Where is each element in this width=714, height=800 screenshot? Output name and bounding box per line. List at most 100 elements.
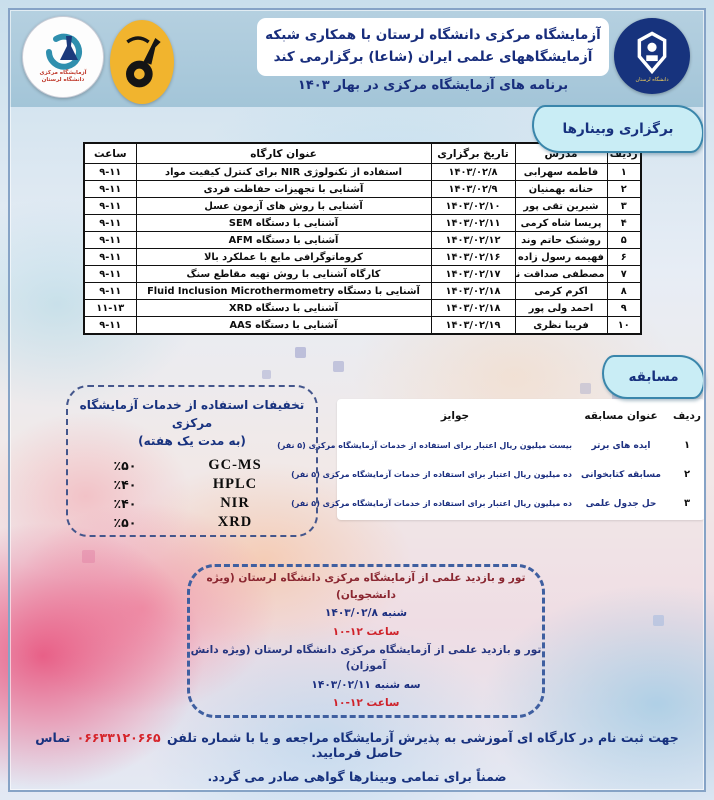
- table-row: ۱ فاطمه سهرابی ۱۴۰۳/۰۲/۸ استفاده از تکنولوژ…: [83, 163, 642, 181]
- discount-equipment-name: HPLC: [212, 476, 258, 492]
- discount-row: XRD ٪۵۰: [68, 513, 316, 532]
- table-cell: آشنایی با روش های آزمون عسل: [135, 197, 432, 215]
- table-cell: ۹: [606, 299, 642, 317]
- table-cell: ۵: [606, 231, 642, 249]
- table-cell: مصطفی صداقت نیا: [514, 265, 608, 283]
- table-row: ۲ حنانه بهمنیان ۱۴۰۳/۰۲/۹ آشنایی با تجهیزات…: [83, 180, 642, 198]
- table-row: ۸ اکرم کرمی ۱۴۰۳/۰۲/۱۸ آشنایی با دستگاه Flu…: [83, 282, 642, 300]
- table-row: ۲ مسابقه کتابخوانی ده میلیون ریال اعتبار ب…: [291, 460, 705, 489]
- competition-table: ردیف عنوان مسابقه جوایز ۱ ایده های برتر بیست …: [277, 401, 705, 518]
- table-cell: حل جدول علمی: [585, 498, 657, 509]
- university-emblem-icon: [637, 30, 667, 74]
- discount-percent: ٪۴۰: [113, 477, 137, 492]
- table-cell: استفاده از تکنولوژی NIR برای کنترل کیفیت…: [135, 163, 432, 181]
- poster-title-line1: آزمایشگاه مرکزی دانشگاه لرستان با همکاری…: [265, 27, 601, 44]
- discount-row: GC-MS ٪۵۰: [68, 456, 316, 475]
- table-cell: ۱۴۰۳/۰۲/۹: [430, 180, 516, 198]
- column-header: عنوان مسابقه: [584, 410, 658, 422]
- table-cell: ۲: [683, 469, 691, 480]
- discount-list: GC-MS ٪۵۰ HPLC ٪۴۰ NIR ٪۴۰ XRD ٪۵۰: [68, 456, 316, 532]
- tour-list: تور و بازدید علمی از آزمایشگاه مرکزی دان…: [190, 570, 542, 711]
- discount-percent: ٪۵۰: [113, 458, 137, 473]
- table-row: ۶ فهیمه رسول زاده ۱۴۰۳/۰۲/۱۶ کروماتوگرافی م…: [83, 248, 642, 266]
- table-cell: ۶: [606, 248, 642, 266]
- table-cell: ۹-۱۱: [83, 316, 137, 335]
- table-cell: مسابقه کتابخوانی: [581, 469, 661, 480]
- webinars-table-container: ردیف مدرس تاریخ برگزاری عنوان کارگاه ساعت ۱ فا…: [83, 142, 642, 335]
- table-cell: آشنایی با دستگاه Fluid Inclusion Microth…: [135, 282, 432, 300]
- table-cell: ۴: [606, 214, 642, 232]
- footer: جهت ثبت نام در کارگاه ای آموزشی به پذیرش…: [20, 730, 694, 784]
- central-lab-logo-icon: آزمایشگاه مرکزی دانشگاه لرستان: [22, 16, 104, 98]
- discount-percent: ٪۴۰: [113, 496, 137, 511]
- table-cell: ایده های برتر: [591, 440, 651, 451]
- tour-date: سه شنبه ۱۴۰۳/۰۲/۱۱: [311, 678, 421, 691]
- competition-table-container: ردیف عنوان مسابقه جوایز ۱ ایده های برتر بیست …: [277, 399, 705, 520]
- discounts-title-line2: (به مدت یک هفته): [138, 434, 246, 448]
- discounts-title: تخفیفات استفاده از خدمات آزمایشگاه مرکزی…: [68, 396, 316, 450]
- university-logo-icon: دانشگاه لرستان: [614, 18, 690, 94]
- tour-time: ساعت ۱۰-۱۲: [332, 697, 400, 710]
- table-cell: پریسا شاه کرمی: [514, 214, 608, 232]
- webinars-table: ردیف مدرس تاریخ برگزاری عنوان کارگاه ساعت ۱ فا…: [83, 142, 642, 335]
- column-header: عنوان کارگاه: [135, 142, 432, 164]
- discounts-box: تخفیفات استفاده از خدمات آزمایشگاه مرکزی…: [66, 385, 318, 537]
- table-cell: ۹-۱۱: [83, 214, 137, 232]
- tour-title: تور و بازدید علمی از آزمایشگاه مرکزی دان…: [206, 572, 526, 601]
- table-cell: ۱: [606, 163, 642, 181]
- tour-time: ساعت ۱۰-۱۲: [332, 625, 400, 638]
- table-row: ۷ مصطفی صداقت نیا ۱۴۰۳/۰۲/۱۷ کارگاه آشنایی …: [83, 265, 642, 283]
- table-cell: بیست میلیون ریال اعتبار برای استفاده از …: [277, 441, 572, 450]
- table-cell: ده میلیون ریال اعتبار برای استفاده از خد…: [291, 499, 572, 508]
- table-cell: ۱۱-۱۳: [83, 299, 137, 317]
- discount-row: HPLC ٪۴۰: [68, 475, 316, 494]
- shaa-network-logo-icon: [110, 20, 174, 104]
- table-cell: ۱۴۰۳/۰۲/۱۶: [430, 248, 516, 266]
- table-cell: ۹-۱۱: [83, 197, 137, 215]
- table-cell: ۹-۱۱: [83, 231, 137, 249]
- discount-equipment-name: XRD: [217, 514, 253, 530]
- tour-title: تور و بازدید علمی از آزمایشگاه مرکزی دان…: [190, 644, 542, 673]
- poster-title-line2: آزمایشگاههای علمی ایران (شاعا) برگزارمی …: [273, 49, 593, 65]
- table-cell: آشنایی با تجهیزات حفاظت فردی: [135, 180, 432, 198]
- table-cell: ۱۴۰۳/۰۲/۱۹: [430, 316, 516, 335]
- poster-title: آزمایشگاه مرکزی دانشگاه لرستان با همکاری…: [257, 18, 609, 76]
- discount-percent: ٪۵۰: [113, 515, 137, 530]
- table-cell: ۹-۱۱: [83, 265, 137, 283]
- webinars-section-label: برگزاری وبینارها: [532, 105, 704, 153]
- column-header: تاریخ برگزاری: [430, 142, 516, 164]
- table-cell: کارگاه آشنایی با روش تهیه مقاطع سنگ: [135, 265, 432, 283]
- poster-subtitle: برنامه های آزمایشگاه مرکزی در بهار ۱۴۰۳: [297, 78, 569, 93]
- table-cell: ۸: [606, 282, 642, 300]
- watercolor-dots: [0, 0, 1, 1]
- table-cell: ۲: [606, 180, 642, 198]
- table-cell: حنانه بهمنیان: [514, 180, 608, 198]
- discount-row: NIR ٪۴۰: [68, 494, 316, 513]
- table-cell: آشنایی با دستگاه XRD: [135, 299, 432, 317]
- tours-box: تور و بازدید علمی از آزمایشگاه مرکزی دان…: [187, 564, 545, 718]
- table-cell: ۱۴۰۳/۰۲/۱۷: [430, 265, 516, 283]
- footer-registration-line: جهت ثبت نام در کارگاه ای آموزشی به پذیرش…: [20, 730, 694, 760]
- table-cell: فریبا نظری: [514, 316, 608, 335]
- flask-icon: [46, 33, 82, 70]
- table-cell: ۱۴۰۳/۰۲/۸: [430, 163, 516, 181]
- table-cell: ده میلیون ریال اعتبار برای استفاده از خد…: [291, 470, 572, 479]
- footer-text-after-phone: تماس حاصل فرمایید.: [35, 730, 403, 760]
- table-row: ۳ حل جدول علمی ده میلیون ریال اعتبار برای …: [291, 489, 705, 518]
- header-row: ردیف عنوان مسابقه جوایز: [337, 401, 705, 431]
- column-header: جوایز: [440, 410, 470, 422]
- table-cell: ۱۴۰۳/۰۲/۱۰: [430, 197, 516, 215]
- table-cell: ۹-۱۱: [83, 282, 137, 300]
- tour-date: شنبه ۱۴۰۳/۰۲/۸: [324, 607, 408, 620]
- competition-section-label: مسابقه: [602, 355, 705, 399]
- table-cell: شیرین تقی پور: [514, 197, 608, 215]
- table-cell: ۳: [683, 498, 691, 509]
- footer-certificate-line: ضمناً برای تمامی وبینارها گواهی صادر می …: [207, 769, 507, 784]
- tour-entry: تور و بازدید علمی از آزمایشگاه مرکزی دان…: [190, 642, 542, 712]
- table-row: ۱ ایده های برتر بیست میلیون ریال اعتبار بر…: [277, 431, 705, 460]
- footer-text-before-phone: جهت ثبت نام در کارگاه ای آموزشی به پذیرش…: [166, 730, 679, 745]
- table-cell: ۱: [683, 440, 691, 451]
- table-cell: آشنایی با دستگاه SEM: [135, 214, 432, 232]
- table-cell: ۷: [606, 265, 642, 283]
- table-cell: ۱۴۰۳/۰۲/۱۸: [430, 282, 516, 300]
